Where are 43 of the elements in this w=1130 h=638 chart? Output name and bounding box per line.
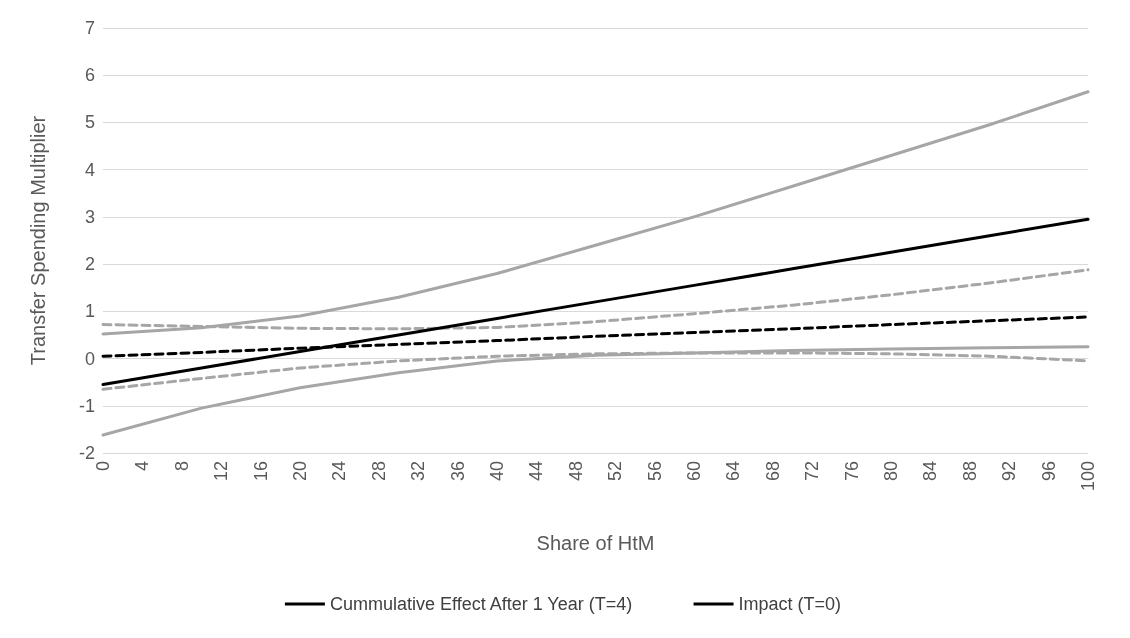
y-tick-label: 2: [84, 254, 95, 275]
x-axis-title: Share of HtM: [536, 532, 655, 554]
x-tick-label: 64: [723, 461, 744, 482]
y-axis-title: Transfer Spending Multiplier: [27, 115, 49, 366]
y-tick-label: 0: [84, 348, 95, 369]
x-tick-label: 44: [526, 461, 547, 482]
x-tick-label: 16: [250, 461, 271, 482]
x-tick-label: 8: [171, 461, 192, 472]
legend-label: Impact (T=0): [738, 594, 842, 614]
x-tick-label: 0: [93, 461, 113, 472]
x-tick-label: 36: [447, 461, 468, 482]
x-tick-label: 4: [132, 461, 153, 472]
y-tick-label: 6: [84, 65, 95, 86]
x-tick-label: 40: [487, 461, 507, 482]
x-tick-label: 56: [644, 461, 665, 482]
line-series: [101, 345, 1090, 437]
x-tick-label: 48: [565, 461, 586, 482]
x-tick-label: 32: [408, 461, 429, 482]
x-tick-label: 24: [329, 461, 350, 482]
x-tick-label: 20: [290, 461, 310, 482]
x-tick-label: 12: [211, 461, 232, 482]
legend-label: Cummulative Effect After 1 Year (T=4): [329, 594, 633, 614]
x-tick-label: 68: [762, 461, 783, 482]
y-tick-label: 1: [84, 301, 95, 322]
y-tick-label: 4: [84, 159, 95, 180]
y-tick-label: 3: [84, 206, 95, 227]
line-series: [101, 90, 1090, 336]
x-tick-label: 28: [368, 461, 389, 482]
x-tick-label: 72: [802, 461, 823, 482]
x-tick-label: 84: [920, 461, 941, 482]
y-tick-label: 7: [84, 18, 95, 38]
y-tick-label: -1: [78, 395, 95, 416]
x-tick-label: 92: [999, 461, 1020, 482]
x-tick-label: 80: [881, 461, 901, 482]
x-tick-label: 96: [1038, 461, 1059, 482]
y-tick-label: -2: [78, 443, 95, 463]
x-tick-label: 52: [605, 461, 626, 482]
x-tick-label: 76: [841, 461, 862, 482]
line-series: [101, 217, 1090, 387]
x-tick-label: 100: [1078, 461, 1098, 492]
x-tick-label: 88: [959, 461, 980, 482]
y-tick-label: 5: [84, 112, 95, 133]
x-tick-label: 60: [684, 461, 704, 482]
